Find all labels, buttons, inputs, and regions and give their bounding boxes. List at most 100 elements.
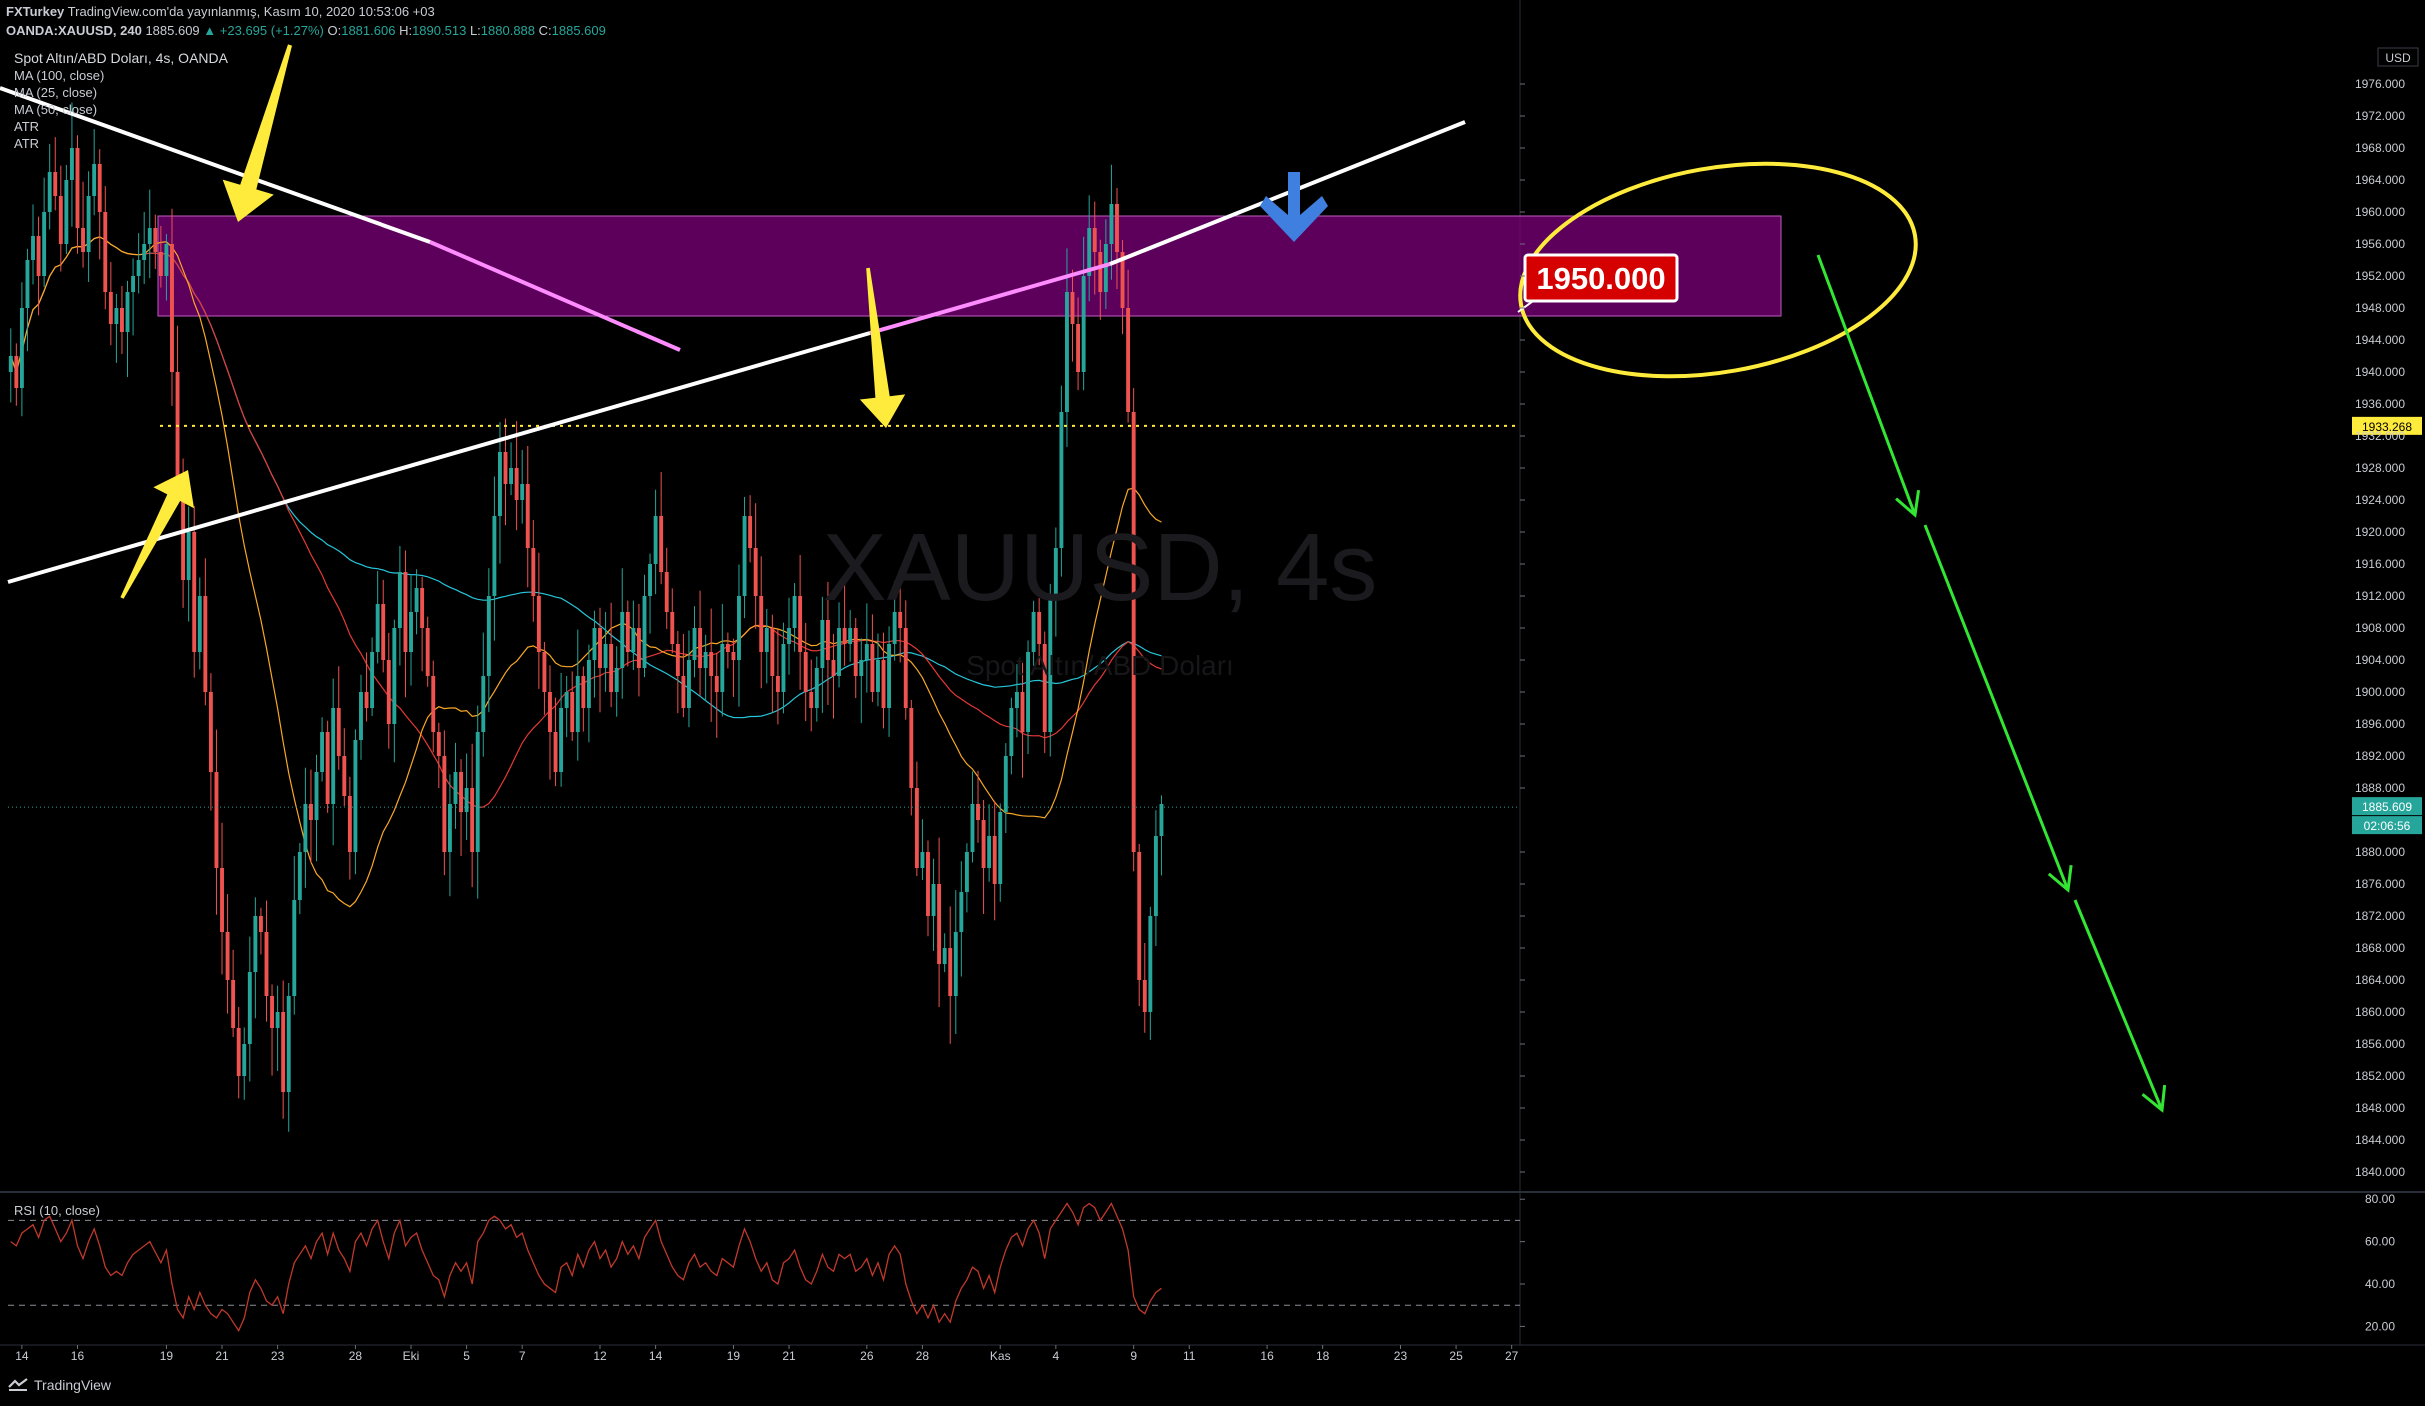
candle-body (325, 732, 330, 804)
symbol-label[interactable]: OANDA:XAUUSD, 240 (6, 23, 142, 38)
candle-body (914, 788, 919, 868)
candle-body (1026, 652, 1030, 732)
candle-body (281, 1012, 286, 1092)
price-tick-label: 1900.000 (2355, 685, 2405, 699)
candle-body (436, 732, 441, 756)
chart-header: FXTurkey TradingView.com'da yayınlanmış,… (6, 2, 606, 40)
candle-body (1137, 852, 1142, 980)
candle-body (103, 212, 108, 292)
tradingview-brand[interactable]: TradingView (8, 1377, 111, 1393)
candle-body (664, 572, 669, 612)
candle-body (420, 588, 425, 628)
target-arrow-2 (1923, 524, 2070, 891)
ma50-line (10, 236, 1162, 809)
target-arrow-3-head (2141, 1084, 2167, 1113)
price-tick-label: 1876.000 (2355, 877, 2405, 891)
candle-body (170, 244, 174, 372)
descending-trendline (0, 86, 431, 244)
watermark-symbol: XAUUSD, 4s (823, 514, 1378, 621)
indicator-atr-2[interactable]: ATR (14, 136, 40, 151)
candle-body (648, 564, 652, 596)
candle-body (876, 660, 880, 692)
candle-body (948, 948, 953, 996)
time-tick-label: 23 (271, 1349, 285, 1363)
price-tick-label: 1916.000 (2355, 557, 2405, 571)
candle-body (142, 244, 147, 260)
candle-body (559, 708, 564, 772)
price-tick-label: 1896.000 (2355, 717, 2405, 731)
candle-body (581, 676, 586, 708)
price-tick-label: 1976.000 (2355, 77, 2405, 91)
rsi-pane: 80.00 60.00 40.00 20.00 (8, 1192, 2395, 1333)
ascending-trendline-extension (1109, 120, 1466, 266)
price-tick-label: 1952.000 (2355, 269, 2405, 283)
candle-body (620, 612, 625, 668)
candle-body (959, 892, 964, 932)
candle-body (370, 652, 375, 708)
publisher[interactable]: FXTurkey (6, 4, 65, 19)
candle-body (314, 772, 319, 820)
candle-body (603, 644, 608, 668)
rsi-tick-label: 20.00 (2365, 1319, 2395, 1333)
indicator-atr[interactable]: ATR (14, 119, 40, 134)
candle-body (220, 868, 224, 932)
candle-body (1031, 612, 1036, 652)
candle-body (147, 228, 152, 244)
yellow-arrow-top (222, 44, 292, 223)
candle-body (598, 628, 602, 668)
price-tick-label: 1880.000 (2355, 845, 2405, 859)
candle-body (1053, 548, 1058, 596)
price-tick-label: 1844.000 (2355, 1133, 2405, 1147)
candle-body (347, 796, 352, 852)
symbol-description[interactable]: Spot Altın/ABD Doları, 4s, OANDA (14, 50, 228, 66)
candle-body (987, 836, 992, 868)
time-tick-label: 27 (1505, 1349, 1519, 1363)
candle-body (69, 148, 74, 180)
candle-body (942, 948, 947, 964)
candle-body (853, 628, 858, 676)
candle-body (431, 676, 436, 732)
candle-body (653, 516, 658, 564)
candle-body (1153, 836, 1158, 916)
candle-body (42, 212, 47, 276)
rsi-label: RSI (10, close) (14, 1203, 100, 1218)
candle-body (203, 596, 208, 692)
resistance-zone-box (157, 215, 1782, 317)
time-tick-label: 14 (15, 1349, 29, 1363)
candle-body (709, 652, 714, 676)
candle-body (397, 572, 402, 628)
indicator-ma50[interactable]: MA (50, close) (14, 102, 98, 117)
price-callout-box (1523, 253, 1679, 303)
high-label: H: (399, 23, 413, 38)
candle-body (575, 676, 580, 732)
candle-body (976, 804, 980, 820)
candle-body (175, 372, 180, 484)
candle-body (31, 236, 35, 260)
time-tick-label: 28 (349, 1349, 363, 1363)
candle-body (703, 652, 708, 668)
candle-body (292, 900, 297, 996)
candle-body (75, 148, 80, 228)
candle-body (748, 516, 753, 548)
indicator-ma100[interactable]: MA (100, close) (14, 68, 105, 83)
time-tick-label: 26 (860, 1349, 874, 1363)
candle-body (926, 852, 930, 916)
candle-body (214, 772, 219, 868)
candle-body (264, 932, 269, 996)
candle-body (714, 676, 719, 692)
candle-body (247, 972, 252, 1044)
countdown-label: 02:06:56 (2364, 819, 2411, 833)
candle-body (275, 1012, 280, 1028)
indicator-ma25[interactable]: MA (25, close) (14, 85, 98, 100)
candle-body (625, 612, 630, 652)
candle-body (114, 308, 119, 324)
candle-body (1003, 756, 1008, 812)
candle-body (375, 604, 380, 652)
rsi-tick-label: 60.00 (2365, 1235, 2395, 1249)
candle-body (636, 628, 641, 668)
candle-body (920, 852, 925, 868)
price-tick-label: 1840.000 (2355, 1165, 2405, 1179)
candle-body (403, 572, 408, 652)
candle-body (1098, 252, 1103, 292)
